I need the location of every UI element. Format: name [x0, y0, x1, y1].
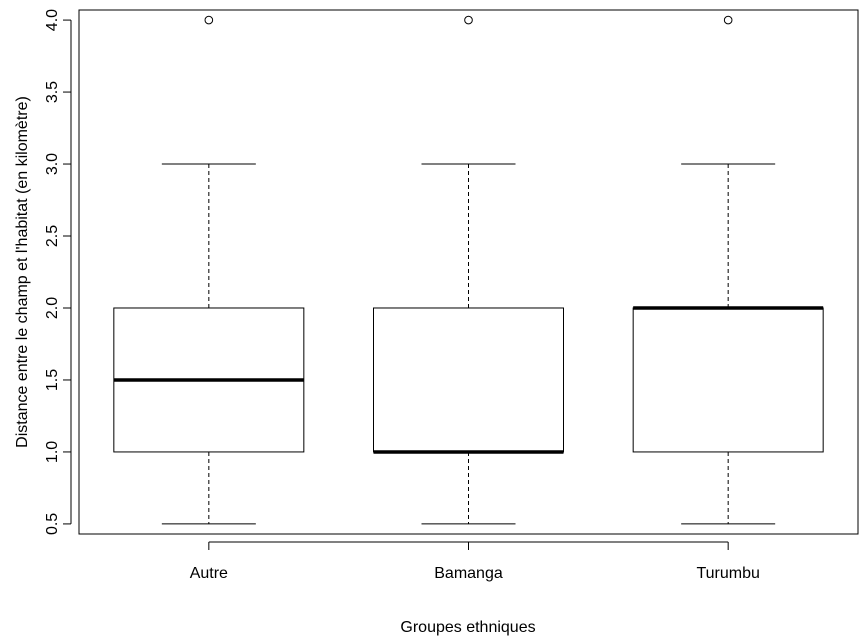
y-tick-label: 4.0: [44, 9, 61, 31]
y-tick-label: 1.5: [44, 369, 61, 391]
y-axis: 0.5 1.0 1.5 2.0 2.5 3.0 3.5 4.0: [44, 9, 72, 535]
box-bamanga: [373, 15, 564, 525]
outlier-point: [464, 15, 473, 25]
y-axis-label: Distance entre le champ et l'habitat (en…: [14, 96, 31, 448]
x-tick-label: Bamanga: [434, 565, 503, 582]
box-turumbu: [632, 15, 824, 525]
x-tick-label: Turumbu: [696, 565, 759, 582]
interquartile-box: [373, 307, 564, 453]
outlier-point: [204, 15, 214, 25]
y-tick-label: 0.5: [44, 513, 61, 535]
interquartile-box: [632, 307, 824, 453]
y-tick-label: 3.5: [44, 81, 61, 103]
y-tick-label: 2.5: [44, 225, 61, 247]
plot-frame: [78, 9, 859, 535]
y-tick-label: 3.0: [44, 153, 61, 175]
y-tick-label: 2.0: [44, 297, 61, 319]
outlier-point: [723, 15, 733, 25]
x-axis-label: Groupes ethniques: [400, 619, 535, 636]
x-tick-label: Autre: [190, 565, 228, 582]
boxes: [113, 15, 824, 525]
box-autre: [113, 15, 305, 525]
x-axis: Autre Bamanga Turumbu: [190, 541, 760, 582]
y-tick-label: 1.0: [44, 441, 61, 463]
